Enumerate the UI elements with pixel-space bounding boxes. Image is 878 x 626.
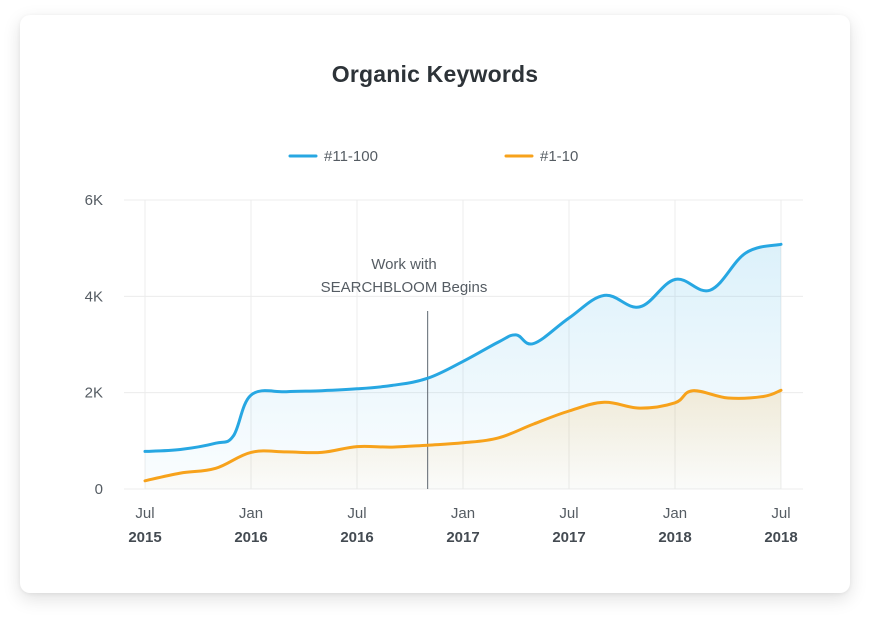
series-line-1-10 [143, 388, 783, 483]
x-tick-year: 2016 [234, 529, 267, 546]
legend-label: #11-100 [324, 148, 378, 165]
annotation-label: Work with [371, 256, 437, 273]
x-tick-year: 2018 [658, 529, 691, 546]
x-tick-month: Jan [451, 505, 475, 522]
x-tick-month: Jan [663, 505, 687, 522]
x-tick-month: Jan [239, 505, 263, 522]
x-tick-month: Jul [559, 505, 578, 522]
x-tick-month: Jul [347, 505, 366, 522]
x-tick-year: 2016 [340, 529, 373, 546]
x-tick-year: 2018 [764, 529, 797, 546]
y-tick-label: 2K [85, 385, 103, 402]
x-tick-year: 2015 [128, 529, 161, 546]
y-tick-label: 6K [85, 192, 103, 209]
y-tick-label: 4K [85, 288, 103, 305]
x-tick-year: 2017 [552, 529, 585, 546]
organic-keywords-chart: Work with SEARCHBLOOM Begins 0 2K 4K 6K Jul 20… [85, 148, 803, 546]
chart-card: Organic Keywords Work with SEARCHBLOOM Be… [20, 15, 850, 593]
x-tick-month: Jul [771, 505, 790, 522]
y-tick-label: 0 [95, 481, 103, 498]
chart-title: Organic Keywords [331, 61, 539, 87]
series-line-11-100 [143, 242, 783, 453]
series-area-1-10 [145, 390, 781, 489]
annotation-label: SEARCHBLOOM Begins [321, 279, 488, 296]
legend-label: #1-10 [540, 148, 578, 165]
x-tick-year: 2017 [446, 529, 479, 546]
x-tick-month: Jul [135, 505, 154, 522]
